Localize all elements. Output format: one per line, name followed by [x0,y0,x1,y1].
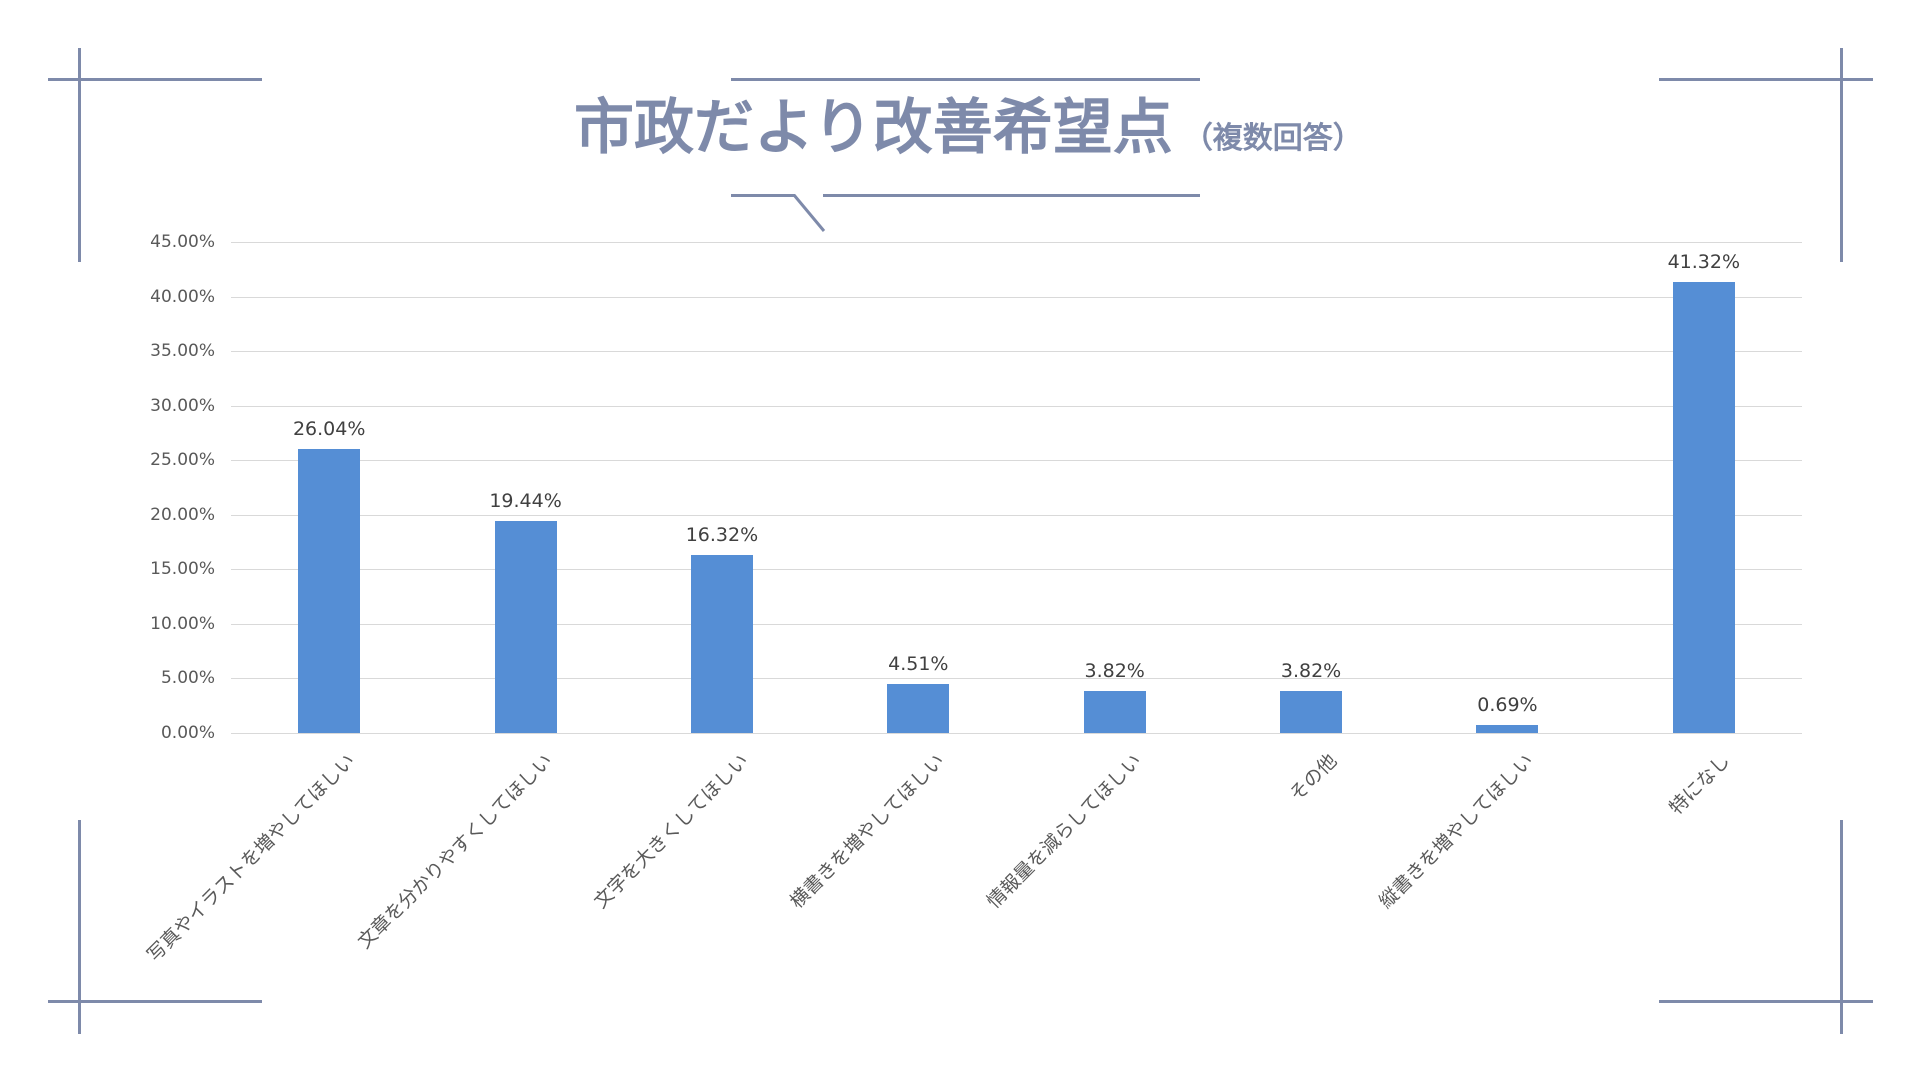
y-tick-label: 0.00% [160,723,215,743]
y-tick-label: 30.00% [150,395,215,416]
gridline [231,405,1802,407]
x-category-label: 文章を分かりやすくしてほしい [353,749,557,954]
y-tick-label: 25.00% [150,450,215,471]
gridline [231,514,1802,516]
gridline [231,296,1802,298]
bar[interactable] [887,683,950,733]
gridline [231,733,1802,734]
data-label: 16.32% [685,523,759,546]
gridline [231,460,1802,462]
corner-decoration-top-right-h [1659,78,1873,81]
y-tick-label: 5.00% [160,668,215,689]
x-category-label: その他 [1285,749,1342,806]
y-tick-label: 40.00% [150,286,215,307]
chart-title: 市政だより改善希望点 （複数回答） [574,92,1363,175]
data-label: 26.04% [292,417,366,440]
y-tick-label: 45.00% [150,232,215,252]
y-tick-label: 10.00% [150,613,215,634]
title-bubble-top-line [731,78,1200,81]
corner-decoration-bottom-right-h [1659,1000,1873,1003]
title-bubble-bottom-line-left [731,194,795,197]
bar[interactable] [1280,691,1343,733]
gridline [231,351,1802,353]
corner-decoration-bottom-left-v [78,820,81,1034]
corner-decoration-bottom-left-h [48,1000,262,1003]
gridline [231,623,1802,625]
chart-title-main: 市政だより改善希望点 [574,93,1173,163]
x-category-label: 写真やイラストを増やしてほしい [143,749,360,967]
x-category-label: 特になし [1664,749,1735,820]
x-category-label: 文字を大きくしてほしい [589,749,753,913]
title-bubble-tail-icon [792,194,826,232]
data-label: 3.82% [1280,660,1342,683]
bar[interactable] [1672,282,1735,733]
data-label: 4.51% [888,652,949,675]
bar[interactable] [494,520,557,733]
x-category-label: 縦書きを増やしてほしい [1375,749,1539,913]
chart-title-sub: （複数回答） [1182,121,1363,156]
y-tick-label: 35.00% [150,341,215,362]
data-label: 0.69% [1477,694,1538,717]
corner-decoration-top-right-v [1840,48,1843,262]
bar[interactable] [298,448,361,733]
x-category-label: 情報量を減らしてほしい [982,749,1146,913]
bar[interactable] [690,554,753,733]
corner-decoration-top-left-v [78,48,81,262]
gridline [231,242,1802,243]
plot-area: 26.04% 19.44% 16.32% 4.51% 3.82% 3.82% 0.69% 41… [231,242,1802,734]
corner-decoration-bottom-right-v [1840,820,1843,1034]
y-tick-label: 15.00% [150,559,215,580]
title-bubble-bottom-line-right [823,194,1200,197]
bar[interactable] [1083,691,1146,733]
x-category-label: 横書きを増やしてほしい [786,749,950,913]
bar[interactable] [1476,725,1539,733]
data-label: 3.82% [1084,660,1145,683]
gridline [231,569,1802,571]
corner-decoration-top-left-h [48,78,262,81]
data-label: 41.32% [1667,251,1741,274]
data-label: 19.44% [489,489,562,512]
y-tick-label: 20.00% [150,504,215,525]
gridline [231,678,1802,680]
